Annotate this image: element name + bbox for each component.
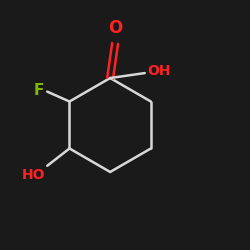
Text: HO: HO <box>21 168 45 182</box>
Text: O: O <box>108 19 122 37</box>
Text: F: F <box>33 83 43 98</box>
Text: OH: OH <box>147 64 171 78</box>
